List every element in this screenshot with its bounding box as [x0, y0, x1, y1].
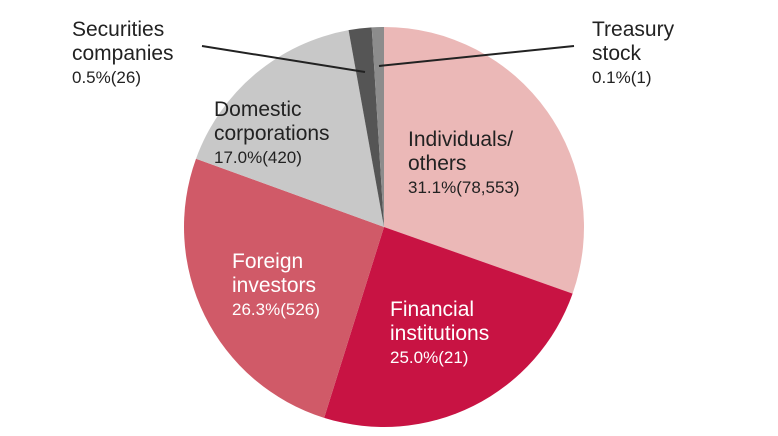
pie-slice-financial-institutions	[324, 227, 573, 427]
label-domestic-name: Domestic corporations	[214, 98, 330, 145]
label-individuals: Individuals/ others 31.1%(78,553)	[408, 128, 520, 200]
label-financial-name: Financial institutions	[390, 298, 490, 345]
label-securities: Securities companies 0.5%(26)	[72, 18, 174, 90]
label-financial-value: 25.0%(21)	[390, 348, 469, 367]
pie-slice-treasury-stock	[371, 27, 384, 227]
pie-slice-foreign-investors	[184, 158, 384, 418]
label-securities-name: Securities companies	[72, 18, 174, 65]
treasury-leader-line	[378, 45, 575, 67]
label-domestic-value: 17.0%(420)	[214, 148, 302, 167]
pie-slices	[184, 27, 584, 427]
label-securities-value: 0.5%(26)	[72, 68, 141, 87]
label-foreign-value: 26.3%(526)	[232, 300, 320, 319]
label-foreign-name: Foreign investors	[232, 250, 317, 297]
label-foreign: Foreign investors 26.3%(526)	[232, 250, 320, 322]
label-financial: Financial institutions 25.0%(21)	[390, 298, 489, 370]
label-individuals-name: Individuals/ others	[408, 128, 514, 175]
label-individuals-value: 31.1%(78,553)	[408, 178, 520, 197]
label-treasury-value: 0.1%(1)	[592, 68, 652, 87]
label-treasury-name: Treasury stock	[592, 18, 675, 65]
pie-slice-domestic-corporations	[196, 30, 384, 228]
label-domestic: Domestic corporations 17.0%(420)	[214, 98, 330, 170]
label-treasury: Treasury stock 0.1%(1)	[592, 18, 674, 90]
pie-slice-securities-companies	[348, 27, 384, 228]
pie-slice-individuals-others	[384, 27, 584, 294]
securities-leader-line	[201, 45, 366, 73]
